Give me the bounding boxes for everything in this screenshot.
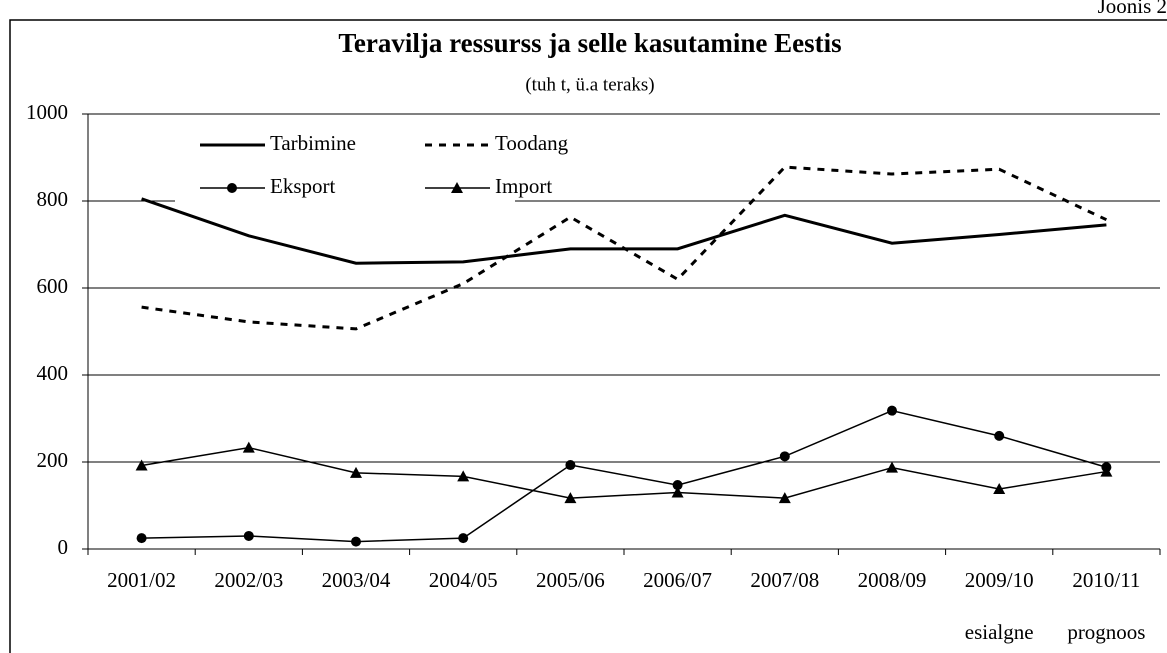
data-point — [994, 430, 1005, 441]
x-tick-label: 2004/05 — [429, 568, 498, 592]
data-point — [458, 533, 469, 544]
data-point — [351, 536, 361, 547]
y-tick-label: 600 — [37, 274, 69, 298]
x-tick-label: 2001/02 — [107, 568, 176, 592]
x-tick-label: 2002/03 — [214, 568, 283, 592]
legend-label: Tarbimine — [270, 131, 356, 155]
category-note: esialgne — [965, 620, 1034, 644]
legend-box — [175, 125, 515, 210]
y-tick-label: 200 — [37, 448, 69, 472]
data-point — [135, 459, 148, 471]
chart-subtitle: (tuh t, ü.a teraks) — [525, 74, 654, 95]
data-point — [886, 461, 898, 473]
series-line — [141, 409, 1107, 543]
x-tick-label: 2005/06 — [536, 568, 605, 592]
chart-frame — [9, 19, 1167, 653]
legend-marker — [451, 182, 463, 193]
data-point — [671, 486, 684, 498]
legend-marker — [227, 183, 237, 193]
series-line — [141, 446, 1107, 499]
x-tick-label: 2008/09 — [858, 568, 927, 592]
figure-label: Joonis 2 — [1098, 0, 1167, 18]
data-point — [565, 460, 576, 471]
legend-label: Import — [495, 174, 552, 198]
x-tick-label: 2009/10 — [965, 568, 1034, 592]
x-tick-label: 2006/07 — [643, 568, 712, 592]
x-tick-label: 2010/11 — [1072, 568, 1140, 592]
data-point — [778, 492, 791, 504]
category-note: prognoos — [1067, 620, 1145, 644]
data-point — [243, 530, 254, 541]
x-tick-label: 2003/04 — [322, 568, 391, 592]
data-point — [672, 480, 683, 491]
data-point — [457, 470, 470, 482]
data-point — [136, 533, 147, 544]
y-tick-label: 1000 — [26, 100, 68, 124]
data-point — [564, 492, 577, 504]
series-line — [141, 165, 1108, 331]
data-point — [779, 451, 790, 462]
data-point — [1100, 465, 1113, 477]
legend-label: Eksport — [270, 174, 335, 198]
data-point — [242, 441, 255, 453]
data-point — [887, 405, 897, 416]
data-point — [350, 466, 362, 478]
data-point — [993, 482, 1006, 494]
y-tick-label: 0 — [58, 535, 69, 559]
y-tick-label: 800 — [37, 187, 69, 211]
x-tick-label: 2007/08 — [750, 568, 819, 592]
y-tick-label: 400 — [37, 361, 69, 385]
legend-label: Toodang — [495, 131, 569, 155]
chart-title: Teravilja ressurss ja selle kasutamine E… — [338, 28, 841, 58]
